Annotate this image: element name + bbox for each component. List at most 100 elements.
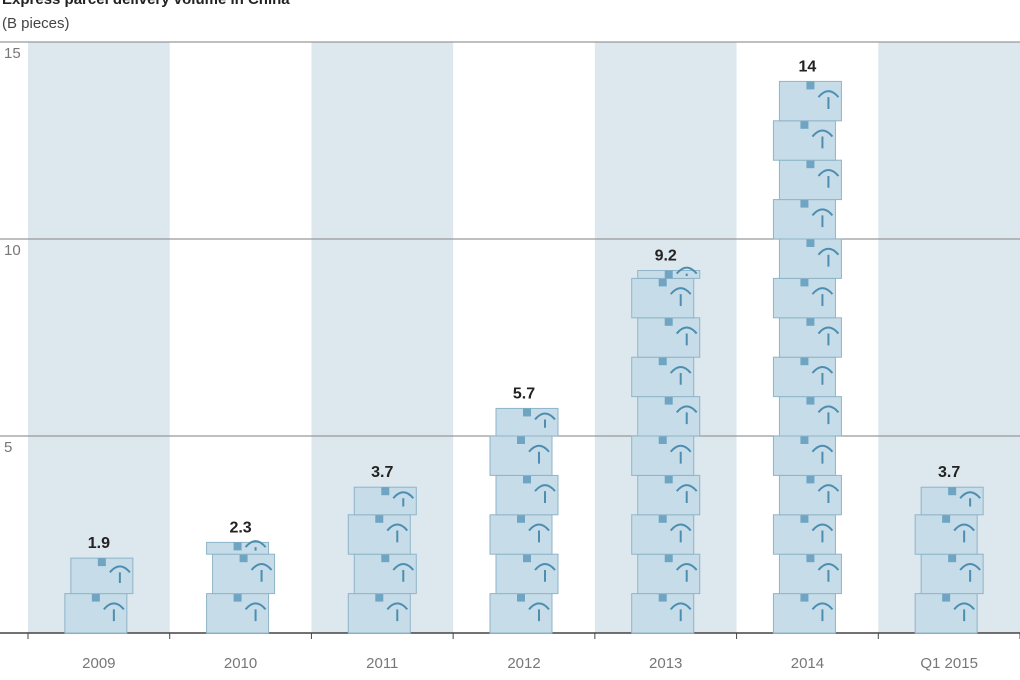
value-label: 1.9: [88, 535, 110, 552]
value-label: 9.2: [655, 248, 677, 265]
box-icon: [675, 266, 698, 277]
box-icon: [669, 287, 692, 306]
value-label: 2.3: [229, 519, 251, 536]
box-icon: [103, 602, 125, 622]
box-tape: [942, 593, 951, 602]
box-tape: [948, 554, 957, 563]
box: [347, 593, 411, 634]
box-tape: [664, 317, 673, 326]
box-tape: [523, 408, 531, 417]
box-icon: [811, 602, 834, 622]
box-icon: [250, 562, 273, 582]
box-icon: [528, 602, 550, 622]
box-tape: [664, 396, 673, 405]
box-icon: [817, 484, 840, 503]
x-tick-label: 2013: [649, 655, 682, 672]
bar: [772, 80, 842, 634]
box-tape: [517, 436, 525, 444]
box-tape: [806, 160, 815, 169]
box-tape: [942, 514, 951, 523]
box-icon: [953, 602, 975, 622]
box-icon: [669, 602, 692, 622]
x-tick-label: Q1 2015: [920, 655, 978, 672]
box-tape: [517, 593, 525, 602]
box-icon: [811, 287, 834, 306]
box-icon: [675, 405, 698, 425]
box-icon: [811, 523, 834, 543]
box-tape: [806, 239, 815, 247]
box-icon: [669, 365, 692, 385]
box-icon: [534, 484, 556, 503]
box-icon: [817, 90, 840, 109]
y-tick-label: 10: [4, 242, 21, 259]
value-label: 5.7: [513, 385, 535, 402]
box-tape: [658, 514, 667, 523]
box-icon: [528, 523, 550, 543]
box-tape: [800, 593, 809, 602]
box-icon: [811, 129, 834, 149]
box-icon: [392, 491, 415, 507]
box-icon: [675, 484, 698, 503]
bar: [914, 486, 984, 634]
box-icon: [244, 540, 267, 551]
value-label: 3.7: [938, 464, 960, 481]
x-tick-label: 2009: [82, 655, 115, 672]
box-tape: [375, 514, 384, 523]
box-tape: [233, 542, 242, 551]
box-tape: [664, 270, 673, 279]
box-tape: [381, 554, 390, 563]
bar: [631, 266, 701, 634]
box-tape: [658, 357, 667, 366]
box-tape: [523, 554, 531, 563]
box-tape: [664, 554, 673, 563]
bar: [64, 557, 134, 634]
box-tape: [239, 554, 248, 563]
box-icon: [817, 562, 840, 582]
box-icon: [953, 523, 975, 543]
box-tape: [375, 593, 384, 602]
box-icon: [817, 405, 840, 425]
box-icon: [675, 562, 698, 582]
box-tape: [658, 593, 667, 602]
box-icon: [392, 562, 415, 582]
box-tape: [658, 278, 667, 287]
box-tape: [800, 199, 809, 208]
box-icon: [817, 247, 840, 267]
box-tape: [948, 487, 957, 496]
band: [28, 42, 170, 633]
box-icon: [534, 562, 556, 582]
chart-title: Express parcel delivery volume in China: [2, 0, 290, 8]
box-tape: [91, 593, 100, 602]
x-tick-label: 2012: [507, 655, 540, 672]
box-tape: [800, 357, 809, 366]
box-icon: [817, 326, 840, 346]
box-icon: [244, 602, 267, 622]
box-icon: [669, 444, 692, 464]
box-tape: [800, 514, 809, 523]
y-tick-label: 15: [4, 45, 21, 62]
box-icon: [109, 565, 131, 583]
bar: [347, 486, 417, 634]
box-tape: [800, 278, 809, 287]
box-tape: [517, 514, 525, 523]
box-tape: [806, 396, 815, 405]
box-tape: [806, 554, 815, 563]
box-tape: [806, 81, 815, 90]
box-icon: [386, 523, 409, 543]
value-label: 3.7: [371, 464, 393, 481]
box-icon: [959, 491, 981, 507]
box-tape: [381, 487, 390, 496]
bar: [206, 540, 276, 634]
x-tick-label: 2011: [366, 655, 398, 672]
box-icon: [675, 326, 698, 346]
box-icon: [811, 444, 834, 464]
bar: [489, 407, 559, 634]
box-tape: [664, 475, 673, 484]
box-icon: [811, 365, 834, 385]
box-icon: [669, 523, 692, 543]
box-icon: [534, 412, 556, 428]
box-icon: [811, 208, 834, 228]
box-icon: [959, 562, 981, 582]
chart-subtitle: (B pieces): [2, 15, 70, 32]
y-tick-label: 5: [4, 439, 12, 456]
